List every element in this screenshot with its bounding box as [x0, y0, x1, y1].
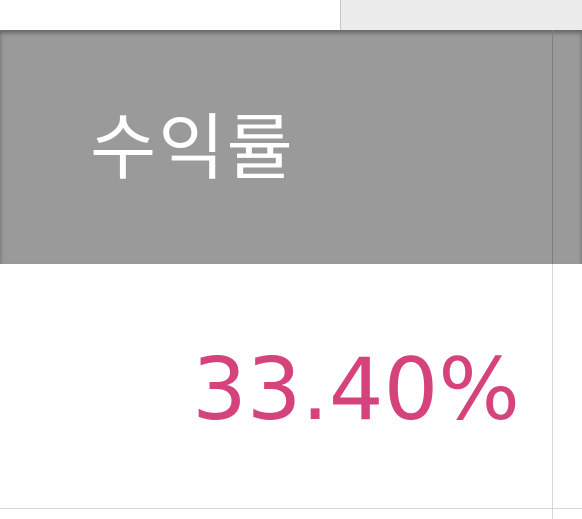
table-body [0, 264, 582, 519]
column-divider [552, 264, 553, 519]
column-divider [552, 30, 553, 264]
row-divider [0, 508, 582, 509]
return-rate-value: 33.40% [192, 340, 520, 440]
table-header [0, 30, 582, 264]
column-header-return-rate[interactable]: 수익률 [90, 106, 295, 190]
adjacent-cell [340, 0, 582, 30]
